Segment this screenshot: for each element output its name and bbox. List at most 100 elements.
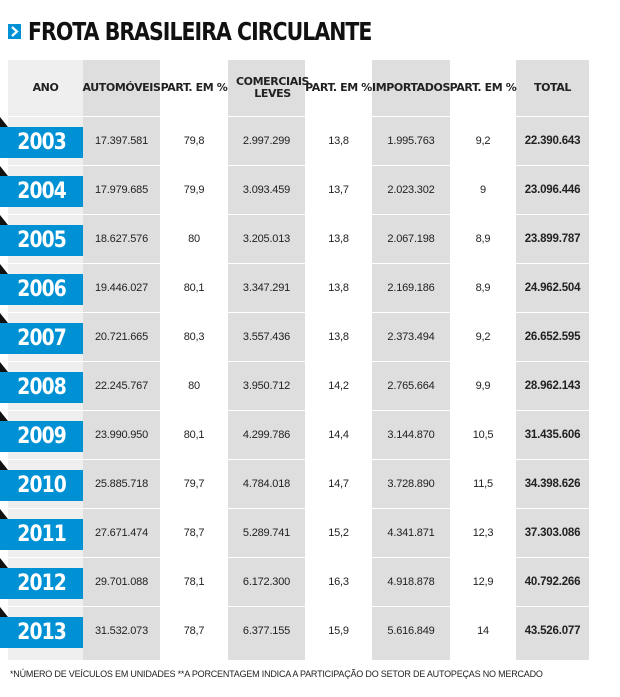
cell-automoveis: 19.446.027 [94,281,149,294]
year-value: 2013 [17,620,67,645]
year-tab [0,372,83,403]
year-value: 2010 [17,473,67,498]
header-importados: IMPORTADOS [372,81,450,94]
row-divider [8,361,589,362]
table-row: 2013 31.532.073 78,7 6.377.155 15,9 5.616.849… [0,606,589,655]
year-tab-corner [0,166,8,176]
cell-part-com: 15,2 [328,526,349,539]
header-part-comerciais: PART. EM % [305,81,372,94]
year-value: 2007 [17,326,67,351]
cell-part-auto: 78,1 [183,575,205,588]
year-value: 2004 [17,179,67,204]
year-tab [0,323,83,354]
cell-importados: 2.169.186 [387,281,435,294]
cell-comerciais: 3.557.436 [242,330,291,343]
year-label: 2003 [0,127,83,158]
cell-comerciais: 3.347.291 [242,281,291,294]
cell-total: 22.390.643 [524,134,581,147]
page-title: FROTA BRASILEIRA CIRCULANTE [28,16,372,46]
row-divider [8,557,589,558]
cell-automoveis: 25.885.718 [94,477,149,490]
cell-comerciais: 4.299.786 [242,428,291,441]
cell-total: 28.962.143 [524,379,581,392]
cell-part-auto: 80,1 [183,281,205,294]
year-label: 2013 [0,617,83,648]
row-divider [8,508,589,509]
cell-part-com: 13,7 [328,183,349,196]
cell-total: 31.435.606 [524,428,581,441]
year-value: 2011 [17,522,67,547]
cell-part-imp: 9,2 [475,330,491,343]
cell-part-auto: 80,1 [183,428,205,441]
cell-total: 34.398.626 [524,477,581,490]
cell-comerciais: 4.784.018 [242,477,291,490]
year-label: 2005 [0,225,83,256]
column-band-importados [372,60,450,660]
cell-part-imp: 9,2 [475,134,491,147]
cell-part-com: 14,7 [328,477,349,490]
cell-comerciais: 3.205.013 [242,232,291,245]
header-automoveis: AUTOMÓVEIS [82,81,161,94]
cell-total: 40.792.266 [524,575,581,588]
year-tab [0,274,83,305]
cell-automoveis: 17.979.685 [94,183,149,196]
fleet-table: ANO AUTOMÓVEIS PART. EM % COMERCIAIS LEVES PA… [0,60,589,660]
year-tab [0,617,83,648]
cell-part-com: 13,8 [328,134,349,147]
row-divider [8,263,589,264]
cell-importados: 4.341.871 [387,526,435,539]
year-tab-corner [0,411,8,421]
cell-part-com: 13,8 [328,330,349,343]
table-row: 2011 27.671.474 78,7 5.289.741 15,2 4.341.871… [0,508,589,557]
year-label: 2010 [0,470,83,501]
cell-importados: 1.995.763 [387,134,435,147]
cell-part-auto: 78,7 [183,526,205,539]
header-part-auto: PART. EM % [160,81,228,94]
cell-part-com: 13,8 [328,232,349,245]
cell-comerciais: 5.289.741 [242,526,291,539]
cell-part-imp: 10,5 [472,428,494,441]
year-value: 2012 [17,571,67,596]
table-row: 2004 17.979.685 79,9 3.093.459 13,7 2.023.302… [0,165,589,214]
header-part-importados: PART. EM % [449,81,517,94]
cell-part-auto: 79,7 [183,477,205,490]
year-tab [0,127,83,158]
year-tab-corner [0,509,8,519]
cell-total: 37.303.086 [524,526,581,539]
year-label: 2008 [0,372,83,403]
year-value: 2009 [17,424,67,449]
year-value: 2006 [17,277,67,302]
year-label: 2012 [0,568,83,599]
row-divider [8,165,589,166]
table-row: 2003 17.397.581 79,8 2.997.299 13,8 1.995.763… [0,116,589,165]
cell-automoveis: 17.397.581 [94,134,149,147]
header-total: TOTAL [533,81,572,94]
table-row: 2012 29.701.088 78,1 6.172.300 16,3 4.918.878… [0,557,589,606]
row-divider [8,312,589,313]
year-tab-corner [0,607,8,617]
cell-part-imp: 12,9 [472,575,494,588]
cell-automoveis: 29.701.088 [94,575,149,588]
year-label: 2006 [0,274,83,305]
cell-part-com: 15,9 [328,624,349,637]
row-divider [8,214,589,215]
row-divider [8,410,589,411]
cell-part-imp: 8,9 [475,281,491,294]
cell-part-auto: 78,7 [183,624,205,637]
cell-comerciais: 6.172.300 [242,575,291,588]
year-label: 2007 [0,323,83,354]
cell-total: 26.652.595 [524,330,581,343]
column-band-total [516,60,589,660]
cell-total: 24.962.504 [524,281,581,294]
year-tab [0,225,83,256]
cell-automoveis: 18.627.576 [94,232,149,245]
table-row: 2010 25.885.718 79,7 4.784.018 14,7 3.728.890… [0,459,589,508]
year-value: 2005 [17,228,67,253]
cell-total: 23.899.787 [524,232,581,245]
year-tab-corner [0,215,8,225]
cell-importados: 3.144.870 [387,428,435,441]
year-value: 2008 [17,375,67,400]
footnote: *NÚMERO DE VEÍCULOS EM UNIDADES **A PORC… [10,669,543,679]
year-label: 2011 [0,519,83,550]
year-tab-corner [0,558,8,568]
